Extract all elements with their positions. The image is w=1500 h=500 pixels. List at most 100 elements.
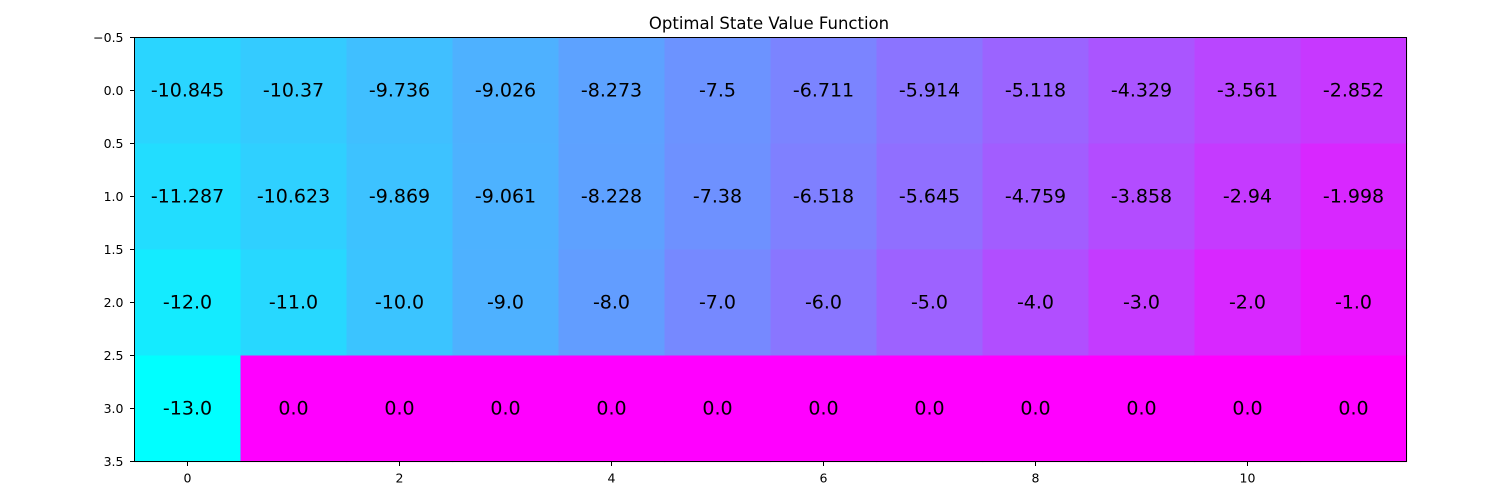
cell-label-r1-c5: -7.38 [693, 186, 742, 208]
heatmap-cell-r1-c0 [134, 143, 242, 251]
cell-label-r2-c4: -8.0 [593, 292, 630, 314]
cell-label-r2-c2: -10.0 [375, 292, 424, 314]
heatmap-cell-r3-c9 [1088, 355, 1196, 463]
cell-label-r2-c8: -4.0 [1017, 292, 1054, 314]
cell-label-r0-c4: -8.273 [581, 80, 642, 102]
heatmap-cell-r2-c5 [664, 249, 772, 357]
cell-label-r0-c6: -6.711 [793, 80, 854, 102]
heatmap-cell-r0-c3 [452, 37, 560, 145]
cell-label-r0-c7: -5.914 [899, 80, 960, 102]
cell-label-r1-c3: -9.061 [475, 186, 536, 208]
cell-label-r3-c9: 0.0 [1126, 398, 1156, 420]
heatmap-cell-r0-c4 [558, 37, 666, 145]
cell-label-r0-c3: -9.026 [475, 80, 536, 102]
x-tick-label: 8 [1032, 471, 1040, 486]
cell-label-r3-c11: 0.0 [1338, 398, 1368, 420]
y-tick-label: 0.5 [104, 136, 124, 151]
cell-label-r1-c0: -11.287 [151, 186, 224, 208]
y-tick-label: 3.0 [104, 401, 124, 416]
heatmap-cell-r0-c6 [770, 37, 878, 145]
heatmap-cell-r0-c2 [346, 37, 454, 145]
y-tick-label: −0.5 [93, 30, 123, 45]
x-tick-label: 4 [608, 471, 616, 486]
heatmap-cell-r3-c4 [558, 355, 666, 463]
heatmap-cells [134, 37, 1408, 463]
heatmap-cell-r0-c7 [876, 37, 984, 145]
heatmap-cell-r0-c11 [1300, 37, 1408, 145]
heatmap-cell-r3-c8 [982, 355, 1090, 463]
cell-label-r1-c9: -3.858 [1111, 186, 1172, 208]
heatmap-cell-r3-c6 [770, 355, 878, 463]
heatmap-cell-r3-c3 [452, 355, 560, 463]
heatmap-cell-r2-c7 [876, 249, 984, 357]
x-tick-label: 10 [1240, 471, 1256, 486]
cell-label-r1-c2: -9.869 [369, 186, 430, 208]
y-tick-label: 0.0 [104, 83, 124, 98]
cell-label-r3-c8: 0.0 [1020, 398, 1050, 420]
cell-label-r2-c1: -11.0 [269, 292, 318, 314]
y-tick-label: 3.5 [104, 454, 124, 469]
cell-label-r3-c1: 0.0 [278, 398, 308, 420]
heatmap-cell-labels: -10.845 -10.37 -9.736 -9.026 -8.273 -7.5 -6.71… [151, 80, 1384, 420]
heatmap-cell-r3-c11 [1300, 355, 1408, 463]
heatmap-cell-r1-c1 [240, 143, 348, 251]
cell-label-r2-c7: -5.0 [911, 292, 948, 314]
heatmap-cell-r2-c1 [240, 249, 348, 357]
heatmap-cell-r1-c2 [346, 143, 454, 251]
cell-label-r0-c0: -10.845 [151, 80, 224, 102]
heatmap-cell-r3-c7 [876, 355, 984, 463]
heatmap-cell-r3-c5 [664, 355, 772, 463]
heatmap-cell-r0-c1 [240, 37, 348, 145]
x-tick-label: 0 [184, 471, 192, 486]
y-tick-label: 1.5 [104, 242, 124, 257]
heatmap-cell-r1-c10 [1194, 143, 1302, 251]
cell-label-r2-c11: -1.0 [1335, 292, 1372, 314]
y-tick-label: 1.0 [104, 189, 124, 204]
heatmap-cell-r2-c0 [134, 249, 242, 357]
heatmap-cell-r3-c2 [346, 355, 454, 463]
cell-label-r0-c10: -3.561 [1217, 80, 1278, 102]
heatmap-cell-r3-c1 [240, 355, 348, 463]
y-tick-label: 2.0 [104, 295, 124, 310]
heatmap-cell-r2-c6 [770, 249, 878, 357]
x-axis: 0 2 4 6 8 10 [184, 461, 1256, 486]
cell-label-r3-c7: 0.0 [914, 398, 944, 420]
x-tick-label: 2 [396, 471, 404, 486]
cell-label-r0-c5: -7.5 [699, 80, 736, 102]
heatmap-cell-r1-c6 [770, 143, 878, 251]
cell-label-r2-c6: -6.0 [805, 292, 842, 314]
cell-label-r3-c5: 0.0 [702, 398, 732, 420]
heatmap-cell-r0-c10 [1194, 37, 1302, 145]
heatmap-cell-r2-c11 [1300, 249, 1408, 357]
heatmap-cell-r2-c2 [346, 249, 454, 357]
cell-label-r2-c9: -3.0 [1123, 292, 1160, 314]
cell-label-r2-c0: -12.0 [163, 292, 212, 314]
heatmap-cell-r2-c9 [1088, 249, 1196, 357]
heatmap-cell-r3-c0 [134, 355, 242, 463]
cell-label-r3-c2: 0.0 [384, 398, 414, 420]
heatmap-cell-r1-c7 [876, 143, 984, 251]
heatmap-cell-r2-c10 [1194, 249, 1302, 357]
heatmap-cell-r0-c9 [1088, 37, 1196, 145]
cell-label-r3-c6: 0.0 [808, 398, 838, 420]
cell-label-r1-c6: -6.518 [793, 186, 854, 208]
cell-label-r0-c8: -5.118 [1005, 80, 1066, 102]
heatmap-cell-r0-c5 [664, 37, 772, 145]
cell-label-r3-c3: 0.0 [490, 398, 520, 420]
heatmap-cell-r0-c0 [134, 37, 242, 145]
cell-label-r3-c4: 0.0 [596, 398, 626, 420]
cell-label-r0-c11: -2.852 [1323, 80, 1384, 102]
cell-label-r0-c2: -9.736 [369, 80, 430, 102]
heatmap-cell-r1-c8 [982, 143, 1090, 251]
cell-label-r1-c10: -2.94 [1223, 186, 1272, 208]
cell-label-r1-c11: -1.998 [1323, 186, 1384, 208]
cell-label-r1-c1: -10.623 [257, 186, 330, 208]
heatmap-cell-r0-c8 [982, 37, 1090, 145]
heatmap-cell-r2-c4 [558, 249, 666, 357]
heatmap-cell-r3-c10 [1194, 355, 1302, 463]
cell-label-r0-c1: -10.37 [263, 80, 324, 102]
cell-label-r2-c5: -7.0 [699, 292, 736, 314]
cell-label-r3-c10: 0.0 [1232, 398, 1262, 420]
